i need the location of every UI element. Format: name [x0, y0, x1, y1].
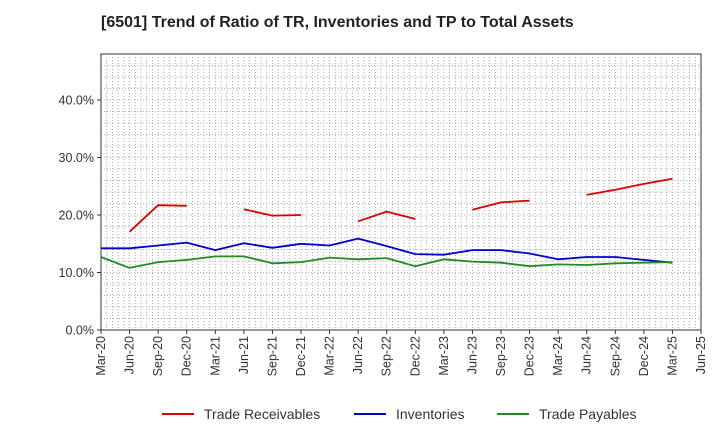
legend-label-trade-receivables: Trade Receivables [204, 406, 320, 422]
legend: Trade Receivables Inventories Trade Payabl… [162, 406, 637, 422]
x-tick-label: Sep-24 [608, 336, 622, 376]
x-tick-label: Jun-20 [123, 336, 137, 374]
series-line-trade-payables [100, 255, 673, 269]
series-line-trade-receivables [128, 204, 187, 233]
y-tick-label: 0.0% [66, 324, 95, 338]
y-tick-label: 10.0% [59, 266, 94, 280]
x-tick-label: Dec-21 [294, 336, 308, 376]
legend-label-inventories: Inventories [396, 406, 464, 422]
x-tick-label: Jun-25 [694, 336, 708, 374]
series-line-inventories [101, 237, 673, 264]
grid-lines [101, 54, 701, 330]
x-tick-label: Jun-23 [465, 336, 479, 374]
x-tick-label: Dec-22 [408, 336, 422, 376]
series-line-trade-receivables [243, 208, 302, 217]
x-tick-label: Mar-22 [323, 336, 337, 376]
y-tick-label: 30.0% [59, 151, 94, 165]
x-tick-label: Dec-20 [180, 336, 194, 376]
series-line-trade-receivables [586, 177, 673, 196]
x-tick-label: Mar-20 [94, 336, 108, 376]
x-tick-label: Sep-20 [151, 336, 165, 376]
x-tick-label: Mar-23 [437, 336, 451, 376]
x-tick-label: Jun-21 [237, 336, 251, 374]
x-tick-label: Mar-24 [551, 336, 565, 376]
y-tick-label: 20.0% [59, 209, 94, 223]
x-tick-label: Dec-24 [637, 336, 651, 376]
y-tick-label: 40.0% [59, 94, 94, 108]
axis-labels: 0.0% 10.0% 20.0% 30.0% 40.0% Mar-20 Jun-20 Sep-… [59, 94, 708, 377]
x-tick-label: Sep-22 [380, 336, 394, 376]
x-tick-label: Jun-24 [580, 336, 594, 374]
legend-label-trade-payables: Trade Payables [539, 406, 637, 422]
x-tick-label: Sep-23 [494, 336, 508, 376]
x-tick-label: Dec-23 [523, 336, 537, 376]
x-tick-label: Jun-22 [351, 336, 365, 374]
series-line-trade-receivables [357, 210, 416, 223]
x-tick-label: Sep-21 [265, 336, 279, 376]
chart-title: [6501] Trend of Ratio of TR, Inventories… [101, 14, 574, 31]
series-line-trade-receivables [472, 199, 530, 211]
x-tick-label: Mar-25 [665, 336, 679, 376]
x-tick-label: Mar-21 [208, 336, 222, 376]
series-lines [100, 177, 673, 269]
